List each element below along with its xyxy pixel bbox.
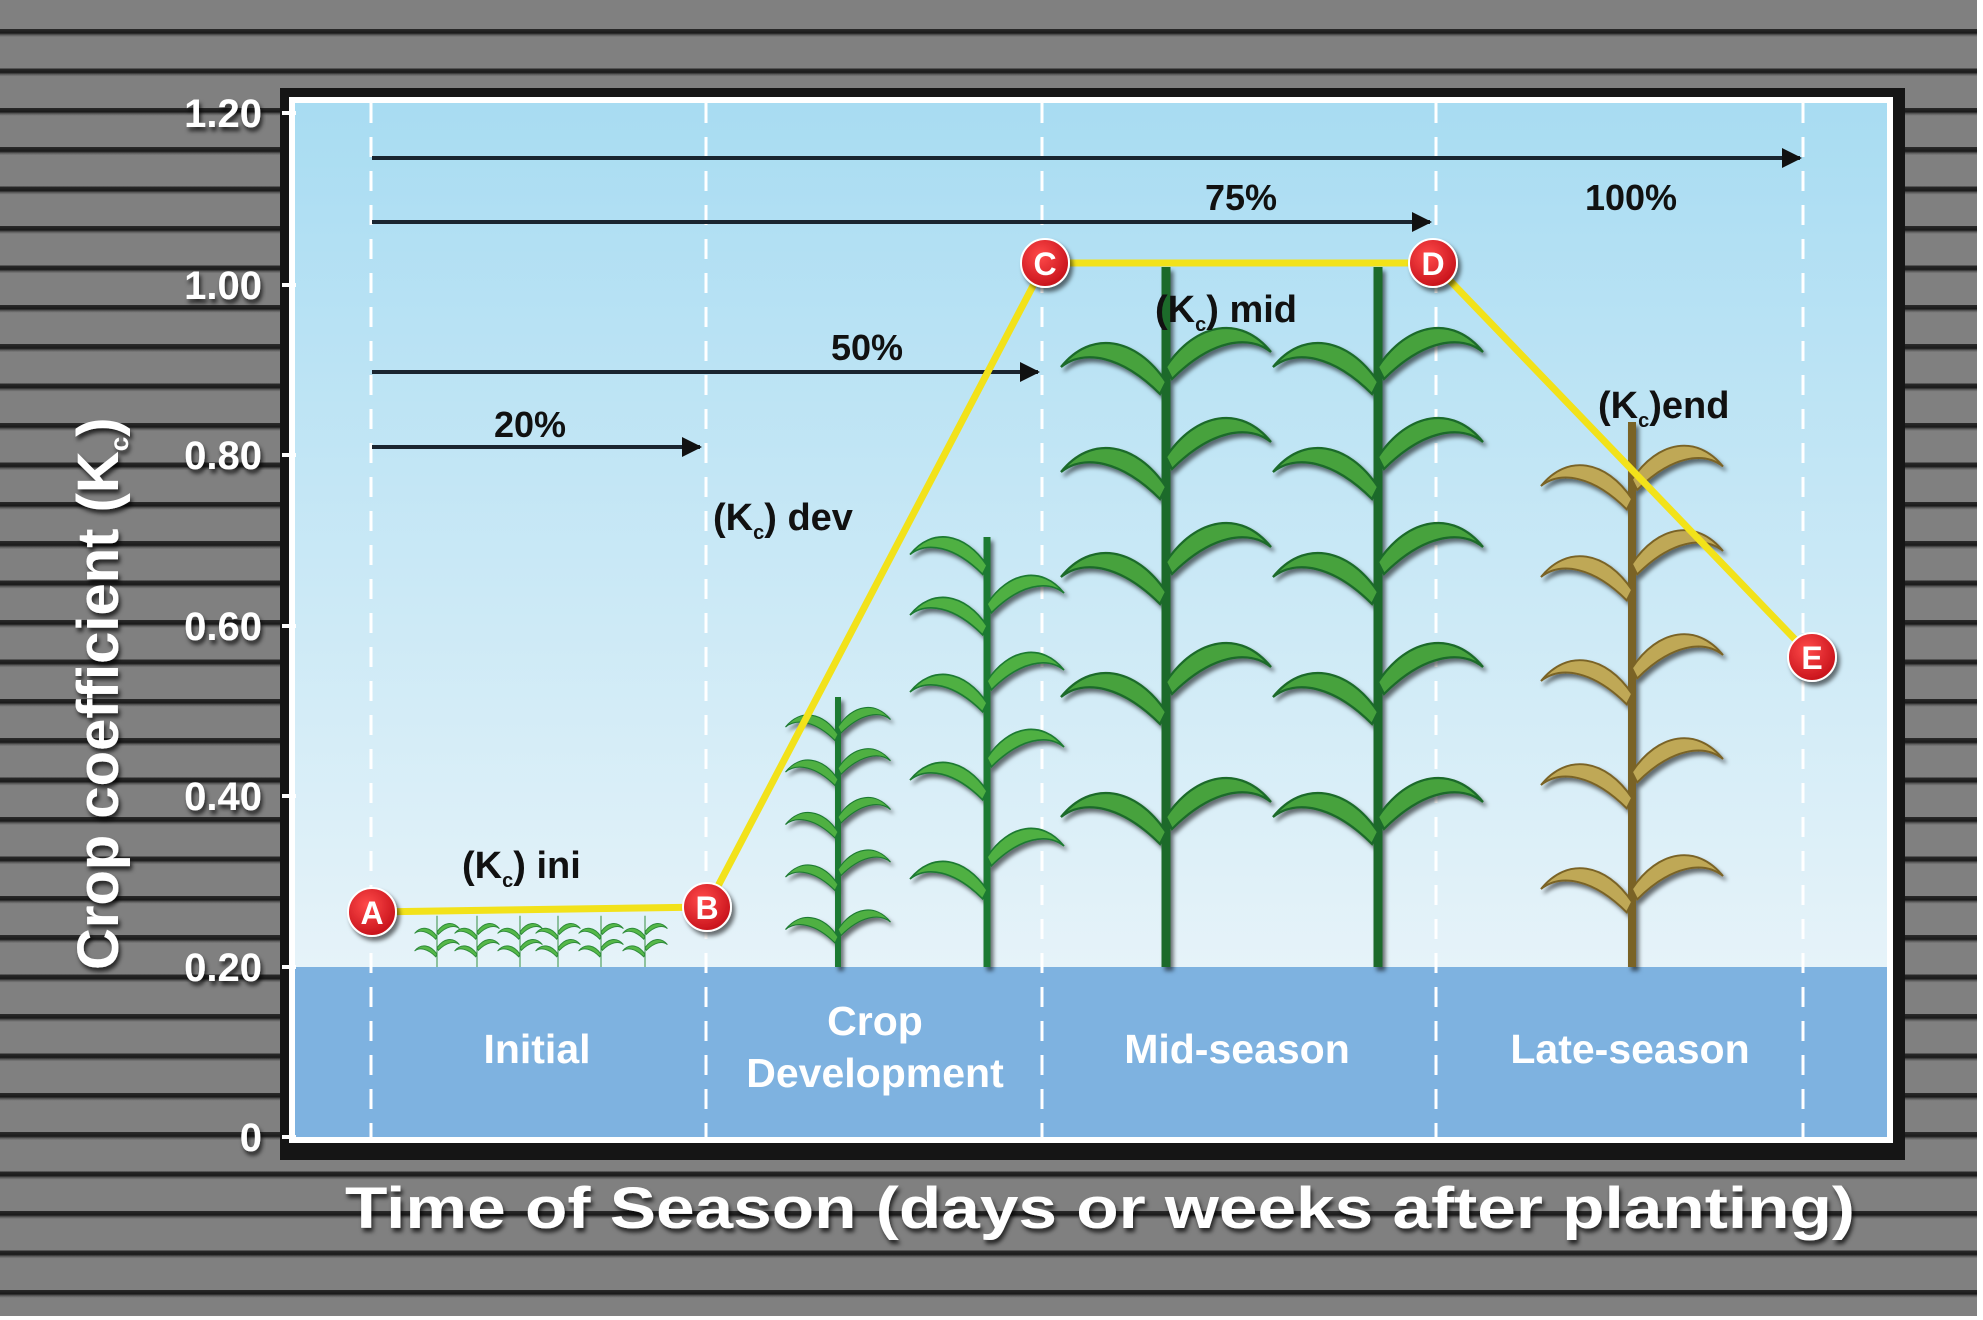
progress-arrows [372, 148, 1802, 457]
progress-label-20: 20% [494, 404, 566, 445]
y-tick-0: 0 [240, 1116, 262, 1160]
corn-plant-small [784, 697, 892, 967]
y-tick-1.20: 1.20 [184, 92, 262, 136]
svg-text:C: C [1033, 246, 1056, 282]
stage-mid-season: Mid-season [1124, 1026, 1350, 1072]
svg-text:B: B [695, 890, 718, 926]
marker-b: B [682, 882, 732, 932]
marker-e: E [1787, 632, 1837, 682]
y-tick-0.20: 0.20 [184, 946, 262, 990]
corn-plant-senescent [1540, 422, 1724, 967]
svg-text:A: A [360, 895, 383, 931]
corn-plant-tall-2 [1271, 267, 1485, 967]
marker-d: D [1408, 238, 1458, 288]
svg-text:D: D [1421, 246, 1444, 282]
marker-a: A [347, 887, 397, 937]
progress-label-50: 50% [831, 327, 903, 368]
corn-plant-medium [909, 536, 1065, 967]
annotation-kc-mid: (Kc) mid [1155, 289, 1297, 336]
seedlings-illustration [414, 915, 668, 967]
stage-late-season: Late-season [1510, 1026, 1749, 1072]
stage-crop-development-line2: Development [746, 1050, 1004, 1096]
svg-text:Crop coefficient (Kc): Crop coefficient (Kc) [66, 417, 134, 970]
annotation-kc-ini: (Kc) ini [462, 845, 581, 892]
y-tick-0.80: 0.80 [184, 434, 262, 478]
y-tick-0.60: 0.60 [184, 605, 262, 649]
marker-c: C [1020, 238, 1070, 288]
y-axis [282, 111, 296, 1139]
svg-text:E: E [1801, 640, 1822, 676]
stage-crop-development-line1: Crop [827, 998, 923, 1044]
y-tick-1.00: 1.00 [184, 264, 262, 308]
progress-label-75: 75% [1205, 177, 1277, 218]
plot-area-sky [295, 103, 1887, 969]
annotation-kc-dev: (Kc) dev [713, 497, 853, 544]
corn-plant-tall-1 [1059, 267, 1273, 967]
stage-initial: Initial [483, 1026, 590, 1072]
annotation-kc-end: (Kc)end [1598, 385, 1729, 432]
y-axis-label: Crop coefficient (Kc) [66, 417, 134, 970]
ground-stage-band [295, 967, 1887, 1137]
y-tick-0.40: 0.40 [184, 775, 262, 819]
x-axis-label: Time of Season (days or weeks after plan… [345, 1176, 1855, 1241]
progress-label-100: 100% [1585, 177, 1677, 218]
